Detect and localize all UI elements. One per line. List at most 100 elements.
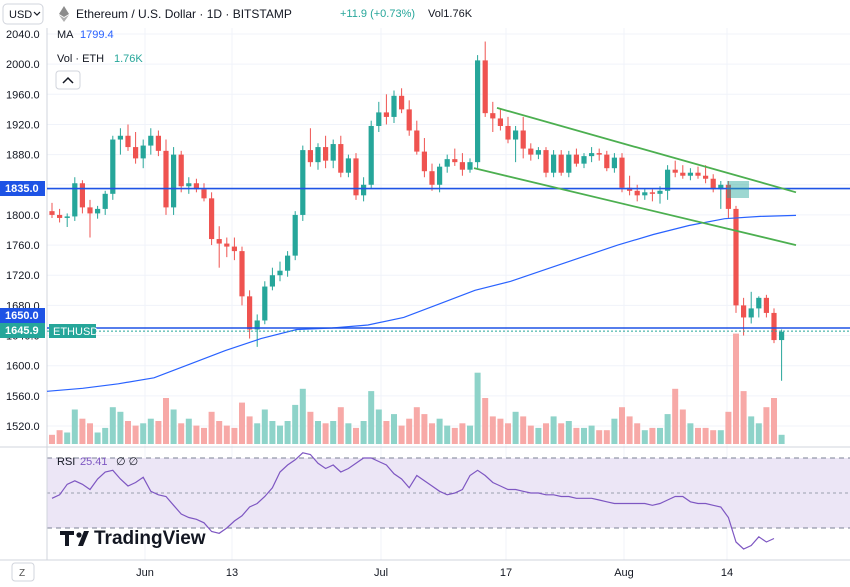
candle[interactable]: [133, 132, 139, 164]
candle[interactable]: [421, 138, 427, 178]
candle[interactable]: [254, 314, 260, 347]
candle[interactable]: [566, 150, 572, 178]
candle[interactable]: [292, 211, 298, 261]
candle[interactable]: [695, 166, 701, 179]
collapse-legend-button[interactable]: [55, 70, 81, 90]
candle[interactable]: [649, 189, 655, 202]
candle[interactable]: [338, 135, 344, 178]
candle[interactable]: [414, 120, 420, 155]
candle[interactable]: [330, 139, 336, 169]
candle[interactable]: [672, 160, 678, 178]
candle[interactable]: [216, 226, 222, 268]
candle[interactable]: [467, 158, 473, 173]
candle[interactable]: [125, 124, 131, 151]
candle[interactable]: [64, 213, 70, 227]
candle[interactable]: [300, 145, 306, 221]
candle[interactable]: [665, 165, 671, 200]
candle[interactable]: [231, 237, 237, 261]
candle[interactable]: [353, 153, 359, 200]
candle[interactable]: [406, 100, 412, 136]
candle[interactable]: [376, 101, 382, 132]
candle[interactable]: [452, 148, 458, 166]
candle[interactable]: [193, 178, 199, 193]
vol-label[interactable]: Vol · ETH: [57, 53, 104, 65]
candle[interactable]: [680, 165, 686, 179]
candle[interactable]: [619, 153, 625, 193]
candle[interactable]: [490, 101, 496, 132]
candle[interactable]: [551, 150, 557, 178]
candle[interactable]: [589, 147, 595, 163]
candle[interactable]: [345, 154, 351, 178]
candle[interactable]: [155, 130, 161, 157]
candle[interactable]: [634, 184, 640, 202]
candle[interactable]: [315, 143, 321, 170]
candle[interactable]: [741, 297, 747, 336]
candle[interactable]: [581, 153, 587, 169]
candle[interactable]: [756, 296, 762, 318]
channel-lower-line[interactable]: [473, 167, 797, 246]
candle[interactable]: [163, 139, 169, 215]
candle[interactable]: [520, 116, 526, 159]
candle[interactable]: [140, 139, 146, 169]
candle[interactable]: [763, 294, 769, 318]
candle[interactable]: [262, 281, 268, 325]
candle[interactable]: [57, 208, 63, 223]
candle[interactable]: [573, 148, 579, 167]
candle[interactable]: [49, 202, 55, 218]
candle[interactable]: [201, 183, 207, 202]
candle[interactable]: [779, 329, 785, 381]
candle[interactable]: [171, 147, 177, 215]
candle[interactable]: [87, 199, 93, 238]
candle[interactable]: [437, 163, 443, 193]
candle[interactable]: [383, 94, 389, 125]
candle[interactable]: [535, 147, 541, 160]
candle[interactable]: [611, 153, 617, 173]
candle[interactable]: [399, 88, 405, 114]
candle[interactable]: [771, 308, 777, 344]
candle[interactable]: [748, 291, 754, 324]
candle[interactable]: [307, 128, 313, 167]
candle[interactable]: [604, 150, 610, 172]
candle[interactable]: [117, 128, 123, 155]
symbol-title[interactable]: Ethereum / U.S. Dollar · 1D · BITSTAMP: [76, 7, 292, 21]
candle[interactable]: [475, 55, 481, 169]
candle[interactable]: [178, 150, 184, 193]
candle[interactable]: [368, 120, 374, 189]
candle[interactable]: [95, 205, 101, 219]
candle[interactable]: [247, 290, 253, 339]
candle[interactable]: [323, 135, 329, 169]
candle[interactable]: [429, 163, 435, 191]
candle[interactable]: [558, 150, 564, 176]
candle[interactable]: [642, 188, 648, 200]
candle[interactable]: [79, 180, 85, 214]
candle[interactable]: [285, 251, 291, 277]
candle[interactable]: [148, 128, 154, 155]
candle[interactable]: [209, 192, 215, 246]
candle[interactable]: [718, 181, 724, 209]
channel-upper-line[interactable]: [496, 107, 797, 194]
zoom-button[interactable]: Z: [11, 562, 35, 582]
candle[interactable]: [277, 261, 283, 282]
candle[interactable]: [239, 246, 245, 306]
candle[interactable]: [72, 177, 78, 221]
candle[interactable]: [703, 165, 709, 184]
candle[interactable]: [482, 41, 488, 117]
candle[interactable]: [505, 116, 511, 144]
candle[interactable]: [513, 125, 519, 163]
ma-label[interactable]: MA: [57, 29, 74, 41]
candle[interactable]: [543, 147, 549, 178]
candle[interactable]: [596, 148, 602, 161]
candle[interactable]: [391, 90, 397, 123]
candle[interactable]: [528, 143, 534, 161]
candle[interactable]: [110, 135, 116, 200]
candle[interactable]: [224, 237, 230, 258]
candle[interactable]: [725, 181, 731, 218]
candle[interactable]: [186, 177, 192, 194]
candle[interactable]: [444, 154, 450, 173]
candle[interactable]: [497, 109, 503, 131]
rsi-label[interactable]: RSI: [57, 456, 75, 468]
candle[interactable]: [102, 190, 108, 215]
candle[interactable]: [269, 267, 275, 291]
candle[interactable]: [687, 168, 693, 181]
